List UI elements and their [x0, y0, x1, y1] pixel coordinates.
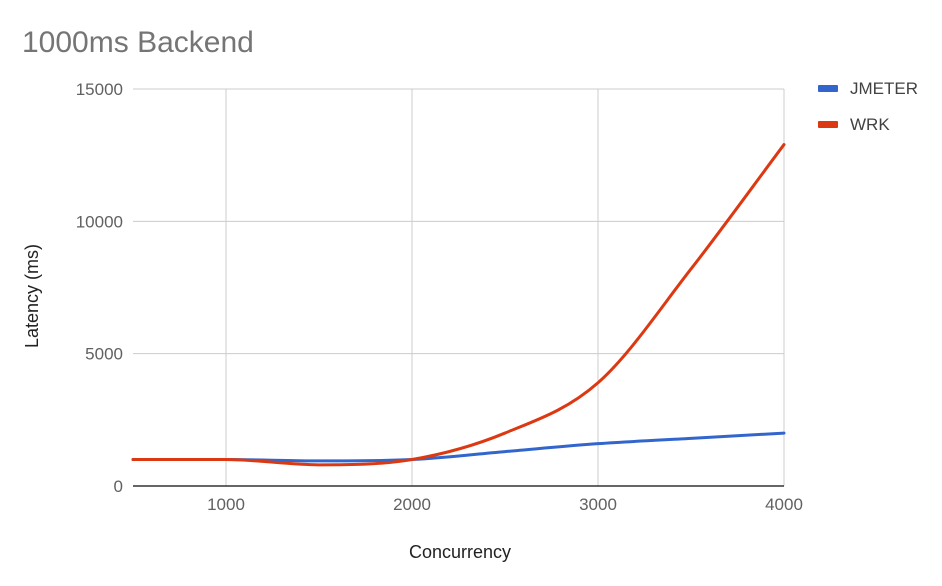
- y-tick-label: 0: [114, 477, 123, 496]
- x-tick-label: 3000: [579, 495, 617, 514]
- y-axis-ticks: 0 5000 10000 15000: [76, 80, 123, 496]
- y-axis-label: Latency (ms): [22, 244, 42, 348]
- y-tick-label: 5000: [85, 345, 123, 364]
- y-tick-label: 10000: [76, 212, 123, 231]
- x-axis-label: Concurrency: [409, 542, 511, 562]
- series-line-jmeter: [131, 431, 786, 463]
- legend: JMETER WRK: [818, 79, 918, 134]
- legend-label-wrk: WRK: [850, 115, 890, 134]
- x-tick-label: 2000: [393, 495, 431, 514]
- x-tick-label: 1000: [207, 495, 245, 514]
- series-lines: [131, 143, 786, 467]
- legend-label-jmeter: JMETER: [850, 79, 918, 98]
- x-axis-ticks: 1000 2000 3000 4000: [207, 495, 803, 514]
- x-tick-label: 4000: [765, 495, 803, 514]
- grid: [133, 88, 785, 487]
- y-tick-label: 15000: [76, 80, 123, 99]
- legend-swatch-wrk: [818, 121, 838, 128]
- legend-swatch-jmeter: [818, 85, 838, 92]
- series-line-wrk: [131, 143, 786, 467]
- chart-title: 1000ms Backend: [22, 26, 254, 59]
